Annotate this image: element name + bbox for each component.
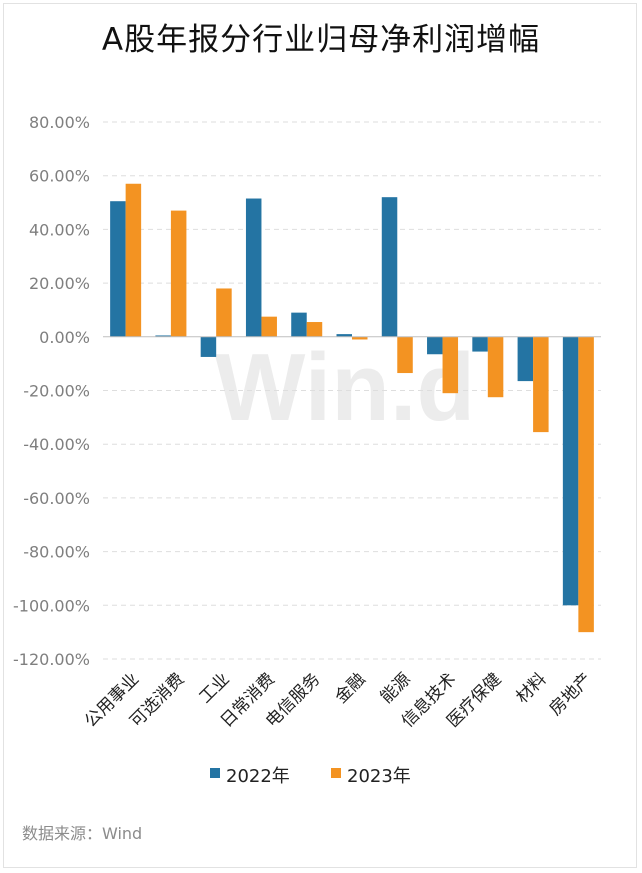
bar-2023 — [533, 336, 549, 433]
bar-2023 — [487, 336, 504, 398]
x-category-label: 材料 — [512, 669, 550, 707]
y-tick-label: 0.00% — [39, 328, 90, 347]
y-tick-label: 60.00% — [29, 167, 90, 186]
y-tick-label: -100.00% — [13, 596, 90, 615]
y-tick-label: 80.00% — [29, 113, 90, 132]
bar-2022 — [517, 336, 534, 382]
y-tick-label: -20.00% — [23, 382, 90, 401]
x-category-label: 工业 — [196, 669, 234, 707]
x-category-label: 房地产 — [546, 669, 596, 719]
y-tick-label: -80.00% — [23, 543, 90, 562]
bar-2022 — [110, 201, 126, 337]
bar-2023 — [170, 210, 187, 337]
bar-2023 — [216, 288, 232, 337]
bar-2023 — [578, 336, 594, 633]
y-tick-label: 20.00% — [29, 274, 90, 293]
y-tick-label: -40.00% — [23, 435, 90, 454]
bar-2023 — [306, 322, 323, 337]
chart-frame — [3, 3, 637, 868]
bar-2022 — [336, 334, 352, 337]
chart-title: A股年报分行业归母净利润增幅 — [101, 22, 541, 58]
bar-2022 — [291, 312, 307, 337]
legend-label: 2023年 — [347, 766, 411, 787]
bar-2022 — [562, 336, 579, 606]
bars — [110, 183, 594, 633]
legend: 2022年 2023年 — [210, 766, 411, 787]
bar-2022 — [427, 336, 443, 355]
bar-2022 — [155, 335, 171, 337]
bar-2023 — [397, 336, 413, 374]
legend-swatch-2023 — [331, 768, 341, 778]
x-category-label: 能源 — [377, 669, 415, 707]
x-category-label: 金融 — [331, 669, 369, 707]
bar-2023 — [261, 316, 277, 337]
bar-2022 — [200, 336, 217, 357]
bar-2022 — [472, 336, 488, 352]
bar-2023 — [125, 183, 142, 337]
bar-2023 — [352, 336, 368, 340]
y-tick-label: -120.00% — [13, 650, 90, 669]
bar-2022 — [381, 197, 398, 337]
y-tick-label: 40.00% — [29, 220, 90, 239]
bar-2023 — [442, 336, 459, 394]
legend-swatch-2022 — [210, 768, 220, 778]
y-axis: 80.00% 60.00% 40.00% 20.00% 0.00% -20.00% -40.… — [13, 113, 90, 669]
legend-label: 2022年 — [226, 766, 290, 787]
y-tick-label: -60.00% — [23, 489, 90, 508]
source-note: 数据来源：Wind — [22, 824, 143, 843]
bar-2022 — [245, 198, 262, 337]
